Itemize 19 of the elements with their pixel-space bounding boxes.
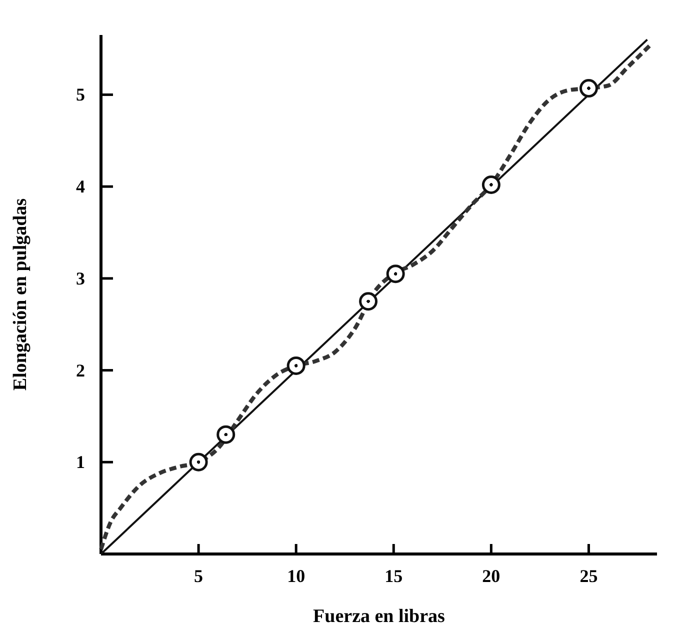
x-tick-label: 10	[287, 566, 306, 586]
point	[359, 292, 378, 311]
point	[216, 425, 236, 444]
y-axis-title: Elongación en pulgadas	[10, 198, 31, 391]
x-tick-label: 25	[580, 566, 598, 586]
point	[286, 356, 306, 375]
y-tick-label: 1	[76, 452, 85, 472]
point	[189, 452, 208, 472]
y-tick-label: 2	[76, 360, 85, 380]
x-tick-label: 5	[194, 566, 204, 586]
point	[386, 264, 405, 284]
y-tick-label: 5	[76, 84, 85, 105]
point	[579, 79, 598, 98]
x-tick-label: 20	[482, 566, 500, 586]
y-tick-label: 4	[76, 176, 85, 197]
y-tick-label: 3	[76, 268, 85, 288]
x-tick-label: 15	[384, 566, 403, 586]
x-axis-title: Fuerza en libras	[313, 606, 445, 627]
point	[482, 175, 500, 194]
